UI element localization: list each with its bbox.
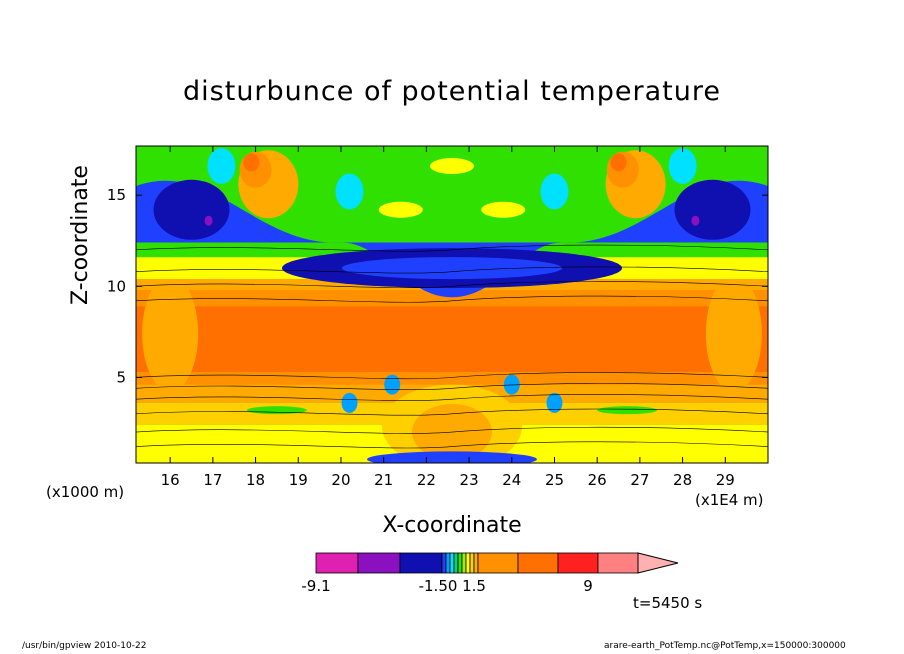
contour-blob bbox=[142, 275, 199, 392]
plot-frame bbox=[135, 145, 769, 464]
contour-blob bbox=[610, 153, 627, 172]
colorbar-bin bbox=[465, 552, 471, 574]
x-tick-label: 27 bbox=[630, 471, 649, 489]
contour-blob bbox=[153, 179, 230, 240]
contour-line bbox=[136, 426, 768, 434]
colorbar-bin bbox=[469, 552, 475, 574]
contour-blob bbox=[243, 153, 260, 172]
contour-band bbox=[136, 306, 768, 372]
x-tick-label: 25 bbox=[545, 471, 564, 489]
colorbar-label: 9 bbox=[583, 577, 593, 595]
y-axis-unit: (x1000 m) bbox=[46, 483, 125, 501]
x-tick-label: 19 bbox=[289, 471, 308, 489]
contour-line bbox=[136, 244, 768, 252]
colorbar-bin bbox=[399, 552, 443, 574]
colorbar-bin bbox=[461, 552, 467, 574]
footer-source: arare-earth_PotTemp.nc@PotTemp,x=150000:… bbox=[604, 641, 846, 651]
colorbar-bin bbox=[477, 552, 519, 574]
footer-command: /usr/bin/gpview 2010-10-22 bbox=[22, 641, 147, 651]
colorbar-bin bbox=[457, 552, 463, 574]
contour-blob bbox=[481, 201, 526, 218]
x-axis-label: X-coordinate bbox=[382, 513, 522, 538]
contour-blob bbox=[367, 451, 537, 463]
colorbar-arrow bbox=[637, 552, 679, 574]
contour-line bbox=[136, 394, 768, 401]
colorbar-bin bbox=[473, 552, 479, 574]
contour-line bbox=[136, 383, 768, 390]
contour-blob bbox=[674, 179, 751, 240]
x-tick-label: 22 bbox=[417, 471, 436, 489]
x-tick-label: 16 bbox=[161, 471, 180, 489]
contour-blob bbox=[546, 392, 563, 413]
x-tick-label: 24 bbox=[502, 471, 521, 489]
contour-blob bbox=[540, 173, 569, 210]
colorbar: -9.1 -1.50 1.5 9 bbox=[301, 552, 679, 595]
y-axis-label: Z-coordinate bbox=[68, 165, 93, 305]
colorbar-label: -9.1 bbox=[301, 577, 330, 595]
colorbar-bin bbox=[557, 552, 599, 574]
chart-title: disturbunce of potential temperature bbox=[183, 76, 721, 107]
colorbar-bin bbox=[357, 552, 401, 574]
contour-blob bbox=[341, 392, 358, 413]
contour-line bbox=[136, 266, 768, 274]
x-tick-label: 26 bbox=[588, 471, 607, 489]
colorbar-bin bbox=[441, 552, 447, 574]
y-tick-label: 10 bbox=[107, 277, 126, 295]
x-tick-label: 29 bbox=[716, 471, 735, 489]
contour-blob bbox=[691, 215, 700, 226]
colorbar-bin bbox=[453, 552, 459, 574]
colorbar-bin bbox=[315, 552, 359, 574]
contour-blob bbox=[384, 374, 401, 395]
contour-blob bbox=[705, 275, 762, 392]
time-label: t=5450 s bbox=[633, 594, 703, 612]
contour-line bbox=[136, 295, 768, 303]
colorbar-bin bbox=[517, 552, 559, 574]
x-axis-unit: (x1E4 m) bbox=[695, 491, 764, 509]
y-tick-label: 5 bbox=[116, 368, 126, 386]
x-tick-label: 17 bbox=[203, 471, 222, 489]
contour-blob bbox=[668, 148, 697, 185]
contour-line bbox=[136, 281, 768, 288]
y-tick-label: 15 bbox=[107, 186, 126, 204]
contour-blob bbox=[378, 201, 423, 218]
colorbar-bin bbox=[445, 552, 451, 574]
colorbar-label: -1.50 bbox=[419, 577, 458, 595]
contour-line bbox=[136, 441, 768, 449]
x-tick-label: 18 bbox=[246, 471, 265, 489]
x-tick-label: 20 bbox=[331, 471, 350, 489]
contour-blob bbox=[207, 148, 236, 185]
x-tick-label: 28 bbox=[673, 471, 692, 489]
colorbar-bin bbox=[449, 552, 455, 574]
contour-blob bbox=[335, 173, 364, 210]
y-axis: 5 10 15 bbox=[107, 186, 768, 386]
contour-line bbox=[136, 408, 768, 416]
colorbar-bin bbox=[597, 552, 639, 574]
x-tick-label: 23 bbox=[460, 471, 479, 489]
contour-blob bbox=[430, 158, 474, 175]
contour-field bbox=[136, 146, 768, 463]
contour-blob bbox=[597, 406, 658, 415]
x-tick-label: 21 bbox=[374, 471, 393, 489]
x-axis: 16 17 18 19 20 21 22 23 24 25 26 27 28 29 bbox=[161, 146, 735, 489]
contour-blob bbox=[342, 257, 562, 280]
contour-line bbox=[136, 372, 768, 380]
colorbar-label: 1.5 bbox=[462, 577, 486, 595]
contour-blob bbox=[204, 215, 213, 226]
